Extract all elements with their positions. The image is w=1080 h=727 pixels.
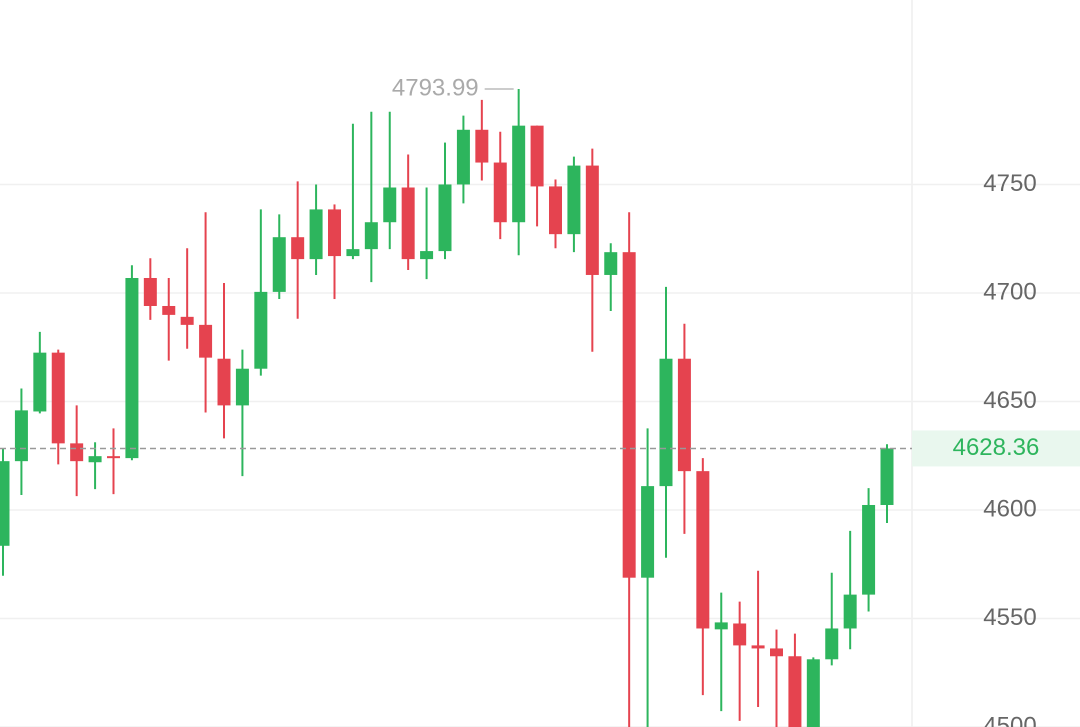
- candle-body: [825, 628, 839, 660]
- candle-body: [401, 187, 415, 260]
- y-tick-label: 4600: [983, 495, 1036, 522]
- y-tick-label: 4700: [983, 278, 1036, 305]
- candle-body: [659, 358, 673, 487]
- candle-body: [456, 129, 470, 185]
- candle-body: [420, 251, 434, 260]
- candle-body: [272, 237, 286, 292]
- candle-body: [143, 277, 157, 306]
- candle-body: [549, 186, 562, 235]
- candle-body: [328, 209, 341, 257]
- max-label: 4793.99: [392, 74, 479, 101]
- candle-body: [51, 352, 65, 444]
- candle-body: [677, 358, 691, 472]
- candle-body: [70, 443, 84, 462]
- candle-body: [567, 165, 581, 235]
- candle-body: [107, 456, 120, 459]
- candle-body: [806, 659, 820, 727]
- candle-body: [604, 252, 618, 275]
- candle-body: [843, 594, 857, 629]
- candle-body: [512, 125, 526, 223]
- y-tick-label: 4500: [983, 712, 1036, 727]
- candle-body: [438, 184, 452, 252]
- last-price-box: [912, 430, 1080, 467]
- candle-body: [199, 324, 213, 358]
- overlay: 4628.36 4793.99: [0, 74, 1080, 467]
- candle-body: [235, 368, 249, 406]
- candle-body: [217, 358, 231, 406]
- candle-body: [383, 187, 397, 223]
- candle-body: [125, 277, 139, 459]
- candle-body: [862, 504, 876, 595]
- candle-body: [641, 486, 655, 578]
- y-tick-label: 4650: [983, 387, 1036, 414]
- candle-body: [714, 622, 728, 630]
- y-tick-label: 4550: [983, 604, 1036, 631]
- candle-body: [696, 471, 710, 629]
- last-price-label: 4628.36: [953, 434, 1040, 461]
- grid: 4500 4550 4600 4650 4700 4750: [0, 170, 1080, 727]
- candle-body: [585, 165, 599, 275]
- candle-body: [254, 291, 268, 369]
- candle-body: [788, 656, 802, 727]
- candle-body: [180, 316, 194, 325]
- candle-body: [309, 209, 323, 260]
- candle-body: [346, 249, 360, 257]
- candle-body: [530, 125, 544, 187]
- candle-body: [0, 461, 10, 546]
- candle-body: [733, 623, 747, 646]
- candle-body: [880, 448, 894, 505]
- candle-body: [475, 129, 489, 163]
- candle-body: [622, 252, 636, 578]
- candle-body: [88, 456, 102, 463]
- candle-body: [770, 648, 783, 657]
- y-tick-label: 4750: [983, 170, 1036, 197]
- candle-body: [364, 222, 378, 250]
- candle-body: [751, 645, 765, 649]
- candle-body: [493, 162, 507, 223]
- candle-body: [14, 410, 28, 462]
- candle-body: [33, 352, 47, 412]
- candle-body: [291, 237, 305, 260]
- candles: [0, 88, 894, 727]
- candle-body: [162, 305, 176, 315]
